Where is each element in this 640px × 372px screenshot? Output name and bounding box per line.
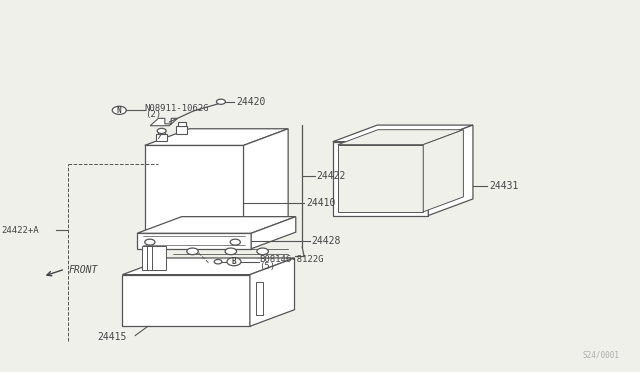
Polygon shape [256, 282, 262, 315]
Polygon shape [150, 118, 177, 126]
Polygon shape [147, 246, 161, 270]
Text: 24422: 24422 [316, 171, 346, 181]
Polygon shape [338, 130, 463, 145]
Circle shape [187, 248, 198, 255]
Polygon shape [145, 145, 244, 234]
Text: N: N [117, 106, 122, 115]
Polygon shape [122, 258, 294, 275]
Polygon shape [244, 129, 288, 234]
Text: 24410: 24410 [306, 198, 335, 208]
Circle shape [214, 260, 222, 264]
Text: 24428: 24428 [312, 236, 341, 246]
Polygon shape [178, 122, 186, 126]
Polygon shape [338, 145, 423, 212]
Text: N08911-1062G: N08911-1062G [145, 104, 209, 113]
Text: (5): (5) [259, 262, 276, 270]
Text: S24/0001: S24/0001 [582, 350, 620, 359]
Circle shape [227, 258, 241, 266]
Polygon shape [251, 217, 296, 249]
Text: B08146-8122G: B08146-8122G [259, 255, 324, 264]
Polygon shape [152, 246, 166, 270]
Polygon shape [423, 130, 463, 212]
Circle shape [216, 99, 225, 104]
Polygon shape [250, 258, 294, 326]
Text: FRONT: FRONT [68, 265, 98, 275]
Polygon shape [428, 125, 473, 215]
Polygon shape [142, 246, 156, 270]
Polygon shape [333, 142, 428, 215]
Circle shape [257, 248, 268, 255]
Polygon shape [122, 275, 250, 326]
Circle shape [225, 248, 237, 255]
Circle shape [230, 239, 241, 245]
Polygon shape [156, 134, 168, 141]
Circle shape [112, 106, 126, 114]
Text: B: B [232, 257, 236, 266]
Text: 24422+A: 24422+A [1, 226, 39, 235]
Polygon shape [137, 233, 251, 249]
Polygon shape [176, 126, 188, 134]
Text: 24415: 24415 [97, 332, 126, 342]
Polygon shape [137, 217, 296, 233]
Polygon shape [145, 129, 288, 145]
Circle shape [157, 128, 166, 134]
Circle shape [145, 239, 155, 245]
Polygon shape [158, 129, 166, 134]
Text: 24431: 24431 [489, 181, 518, 191]
Text: (2): (2) [145, 110, 161, 119]
Polygon shape [333, 125, 473, 142]
Text: 24420: 24420 [236, 97, 265, 108]
